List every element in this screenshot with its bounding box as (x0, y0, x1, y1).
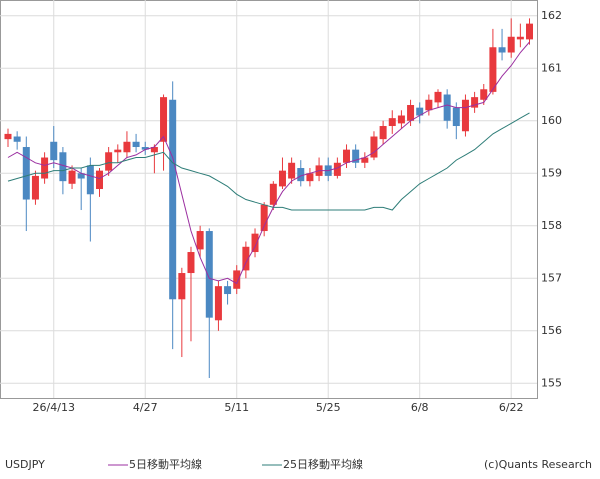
copyright: (c)Quants Research (484, 458, 592, 471)
candle-body (41, 157, 49, 179)
candle-body (196, 231, 204, 250)
candle-body (379, 126, 387, 140)
y-tick-label: 159 (541, 166, 562, 179)
candle-body (343, 149, 351, 163)
candle-body (178, 273, 186, 300)
candle-body (278, 170, 286, 187)
candle-body (86, 165, 94, 195)
candle-body (269, 183, 277, 205)
x-tick-label: 5/11 (224, 401, 249, 414)
candle-body (480, 89, 488, 100)
candle-body (507, 36, 515, 53)
candle-body (306, 173, 314, 182)
grid (0, 0, 537, 398)
candle-body (4, 133, 12, 140)
x-tick-label: 4/27 (133, 401, 158, 414)
candle-body (452, 107, 460, 127)
candle-body (169, 99, 177, 300)
y-tick-label: 156 (541, 324, 562, 337)
candle-body (260, 204, 268, 232)
candle-body (95, 170, 103, 190)
candle-body (77, 173, 85, 179)
candle-body (489, 47, 497, 92)
x-tick-label: 6/22 (499, 401, 524, 414)
candle-body (461, 99, 469, 132)
candle-body (50, 141, 58, 161)
candle-body (516, 36, 524, 40)
candle-body (297, 168, 305, 182)
y-tick-label: 157 (541, 271, 562, 284)
candle-body (160, 97, 168, 142)
candle-body (526, 23, 533, 40)
candle-body (498, 47, 506, 53)
candle-body (233, 270, 241, 289)
candle-body (22, 147, 30, 200)
y-tick-label: 160 (541, 114, 562, 127)
plot-frame (0, 0, 538, 399)
candle-body (114, 149, 122, 153)
candle-body (416, 107, 424, 116)
legend-label: 25日移動平均線 (283, 457, 363, 471)
x-tick-label: 5/25 (316, 401, 341, 414)
candle-body (150, 147, 158, 153)
candle-body (288, 162, 296, 179)
candle-body (407, 105, 415, 121)
ma-line (7, 41, 530, 285)
x-tick-label: 6/8 (411, 401, 429, 414)
candle-body (471, 97, 479, 108)
candle-body (187, 252, 195, 274)
candle-body (205, 231, 213, 318)
ma-line (7, 112, 530, 211)
legend-label: 5日移動平均線 (129, 457, 202, 471)
candle-body (443, 94, 451, 121)
symbol: USDJPY (5, 458, 45, 471)
y-tick-label: 162 (541, 9, 562, 22)
candle-body (123, 141, 131, 153)
candle-body (141, 147, 149, 150)
candle-body (242, 246, 250, 271)
x-tick-label: 26/4/13 (33, 401, 75, 414)
candle-body (370, 136, 378, 158)
y-tick-label: 158 (541, 219, 562, 232)
candle-body (388, 118, 396, 127)
y-tick-label: 155 (541, 376, 562, 389)
candle-body (13, 136, 21, 142)
candle-body (352, 149, 360, 163)
y-tick-label: 161 (541, 61, 562, 74)
candle-body (397, 115, 405, 124)
candle-body (224, 286, 232, 295)
candle-body (434, 91, 442, 103)
candle-body (132, 141, 140, 148)
candle-body (251, 233, 259, 253)
candle-body (214, 286, 222, 321)
candle-body (59, 152, 67, 182)
candle-body (425, 99, 433, 111)
candle-body (105, 152, 113, 171)
candle-body (361, 157, 369, 163)
candle-body (31, 175, 39, 200)
candle-body (68, 170, 76, 184)
candle-body (333, 162, 341, 176)
